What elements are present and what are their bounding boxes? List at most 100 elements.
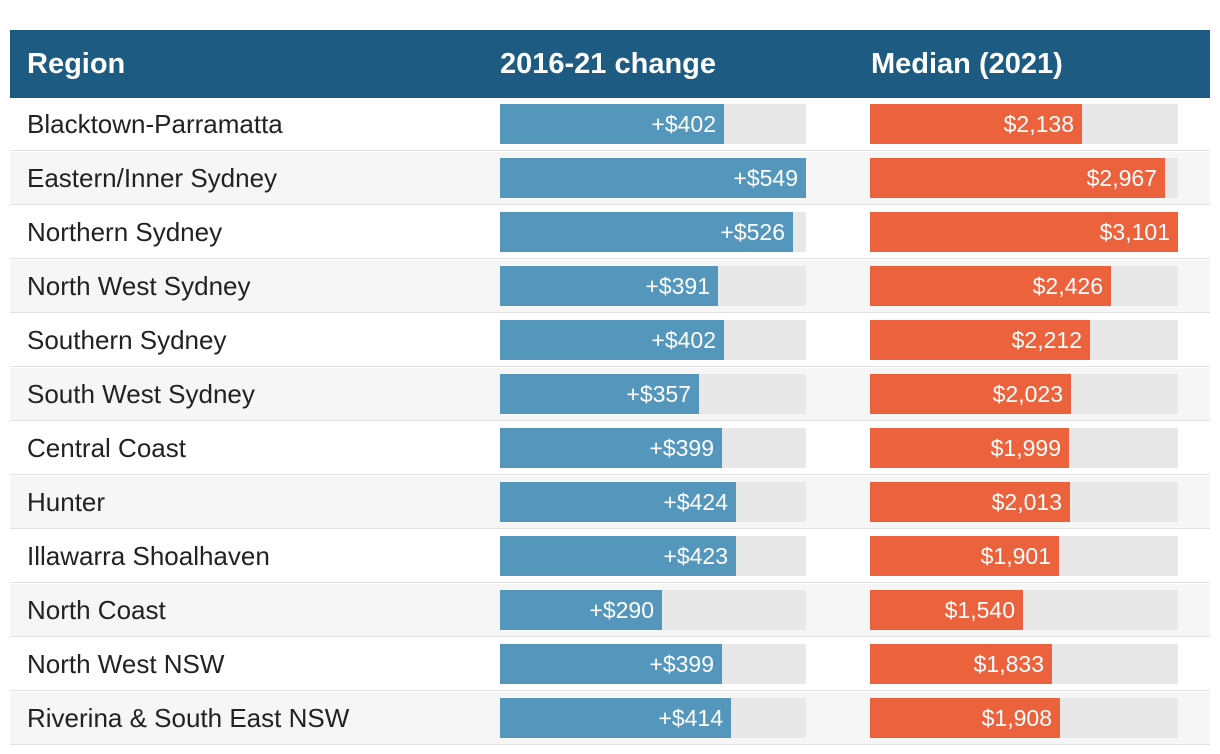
region-label: Northern Sydney — [27, 217, 223, 247]
change-value-label: +$290 — [589, 597, 654, 623]
median-value-label: $2,023 — [992, 381, 1063, 407]
change-value-label: +$399 — [649, 435, 714, 461]
median-value-label: $1,999 — [990, 435, 1061, 461]
median-track: $1,833 — [870, 644, 1178, 684]
table-row: South West Sydney +$357 $2,023 — [10, 368, 1210, 421]
median-track: $2,426 — [870, 266, 1178, 306]
median-track: $2,023 — [870, 374, 1178, 414]
table-row: Hunter +$424 $2,013 — [10, 476, 1210, 529]
median-value-label: $1,908 — [981, 705, 1052, 731]
change-bar — [500, 374, 699, 414]
median-track: $1,999 — [870, 428, 1178, 468]
change-value-label: +$526 — [720, 219, 785, 245]
median-bar — [870, 536, 1059, 576]
change-value-label: +$399 — [649, 651, 714, 677]
median-track: $1,901 — [870, 536, 1178, 576]
change-bar — [500, 482, 736, 522]
region-label: North West NSW — [27, 649, 225, 679]
change-bar — [500, 320, 724, 360]
median-bar — [870, 428, 1069, 468]
change-value-label: +$391 — [645, 273, 710, 299]
header-change: 2016-21 change — [500, 48, 717, 80]
change-track: +$549 — [500, 158, 806, 198]
change-value-label: +$423 — [663, 543, 728, 569]
change-value-label: +$357 — [626, 381, 691, 407]
change-bar — [500, 590, 662, 630]
median-track: $1,540 — [870, 590, 1178, 630]
change-value-label: +$424 — [663, 489, 728, 515]
median-track: $3,101 — [870, 212, 1178, 252]
median-track: $2,138 — [870, 104, 1178, 144]
median-value-label: $2,212 — [1011, 327, 1082, 353]
median-bar — [870, 374, 1071, 414]
median-bar — [870, 320, 1090, 360]
table-row: Blacktown-Parramatta +$402 $2,138 — [10, 98, 1210, 151]
table-row: Northern Sydney +$526 $3,101 — [10, 206, 1210, 259]
change-track: +$399 — [500, 644, 806, 684]
median-track: $2,013 — [870, 482, 1178, 522]
table-row: Eastern/Inner Sydney +$549 $2,967 — [10, 152, 1210, 205]
change-value-label: +$402 — [651, 327, 716, 353]
median-bar — [870, 644, 1052, 684]
change-value-label: +$414 — [658, 705, 723, 731]
table-row: North West Sydney +$391 $2,426 — [10, 260, 1210, 313]
change-track: +$423 — [500, 536, 806, 576]
median-value-label: $1,901 — [980, 543, 1051, 569]
median-value-label: $3,101 — [1099, 219, 1170, 245]
change-bar — [500, 644, 722, 684]
change-bar — [500, 212, 793, 252]
change-track: +$424 — [500, 482, 806, 522]
change-track: +$402 — [500, 320, 806, 360]
region-label: South West Sydney — [27, 379, 255, 409]
median-value-label: $2,967 — [1086, 165, 1157, 191]
change-bar — [500, 266, 718, 306]
change-bar — [500, 428, 722, 468]
data-table: Region 2016-21 change Median (2021) Blac… — [10, 30, 1210, 745]
change-track: +$402 — [500, 104, 806, 144]
region-label: Central Coast — [27, 433, 186, 463]
table-row: Illawarra Shoalhaven +$423 $1,901 — [10, 530, 1210, 583]
change-bar — [500, 104, 724, 144]
median-value-label: $1,833 — [973, 651, 1044, 677]
table-row: Riverina & South East NSW +$414 $1,908 — [10, 692, 1210, 745]
change-track: +$391 — [500, 266, 806, 306]
change-track: +$399 — [500, 428, 806, 468]
table-row: Central Coast +$399 $1,999 — [10, 422, 1210, 475]
change-value-label: +$402 — [651, 111, 716, 137]
change-value-label: +$549 — [733, 165, 798, 191]
region-label: Riverina & South East NSW — [27, 703, 350, 733]
median-track: $2,212 — [870, 320, 1178, 360]
median-value-label: $1,540 — [944, 597, 1015, 623]
table-row: North Coast +$290 $1,540 — [10, 584, 1210, 637]
region-label: North West Sydney — [27, 271, 251, 301]
region-label: Hunter — [27, 487, 106, 517]
header-median: Median (2021) — [871, 48, 1063, 80]
change-bar — [500, 698, 731, 738]
median-bar — [870, 266, 1111, 306]
table-row: Southern Sydney +$402 $2,212 — [10, 314, 1210, 367]
region-label: Eastern/Inner Sydney — [27, 163, 278, 193]
table-header: Region 2016-21 change Median (2021) — [10, 30, 1210, 98]
region-label: Blacktown-Parramatta — [27, 109, 283, 139]
region-label: North Coast — [27, 595, 166, 625]
median-value-label: $2,138 — [1003, 111, 1074, 137]
median-bar — [870, 212, 1178, 252]
change-track: +$526 — [500, 212, 806, 252]
median-bar — [870, 104, 1082, 144]
change-track: +$414 — [500, 698, 806, 738]
median-bar — [870, 590, 1023, 630]
change-bar — [500, 536, 736, 576]
median-bar — [870, 698, 1060, 738]
median-track: $1,908 — [870, 698, 1178, 738]
median-bar — [870, 482, 1070, 522]
region-label: Illawarra Shoalhaven — [27, 541, 270, 571]
change-track: +$357 — [500, 374, 806, 414]
change-track: +$290 — [500, 590, 806, 630]
header-region: Region — [27, 48, 126, 80]
table-row: North West NSW +$399 $1,833 — [10, 638, 1210, 691]
region-label: Southern Sydney — [27, 325, 227, 355]
median-track: $2,967 — [870, 158, 1178, 198]
median-value-label: $2,426 — [1032, 273, 1103, 299]
median-value-label: $2,013 — [991, 489, 1062, 515]
change-bar — [500, 158, 806, 198]
